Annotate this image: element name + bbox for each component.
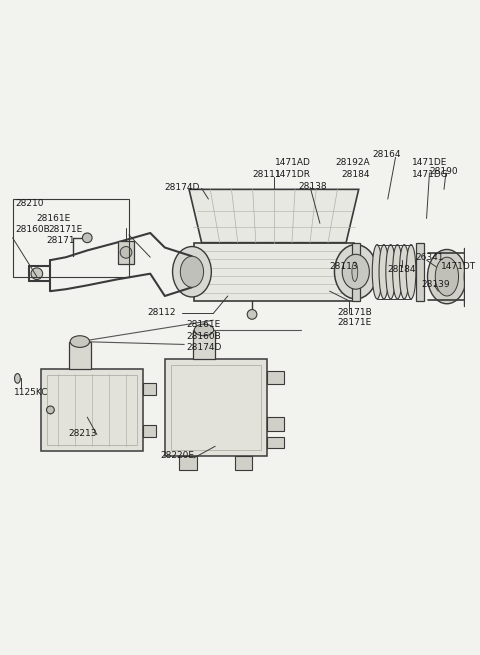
Text: 1471DG: 1471DG [412,170,449,179]
Ellipse shape [472,255,480,298]
Bar [143,383,156,395]
Text: 28190: 28190 [430,167,458,176]
Text: 28113: 28113 [330,262,358,271]
Bar [266,417,284,431]
Ellipse shape [399,244,409,299]
Ellipse shape [464,248,480,306]
Ellipse shape [31,268,43,280]
Ellipse shape [393,244,402,299]
Text: 28192A: 28192A [336,159,370,167]
Bar [416,242,424,301]
Text: 1125KC: 1125KC [13,388,48,397]
Text: 1471DR: 1471DR [276,170,312,179]
Bar [41,369,143,451]
Bar [170,365,261,450]
Text: 28171E: 28171E [48,225,83,234]
Bar [118,241,134,264]
Text: 28213: 28213 [68,429,96,438]
Ellipse shape [47,406,54,414]
Ellipse shape [474,220,480,232]
Text: 28161E: 28161E [37,214,71,223]
Bar [47,375,137,445]
Text: 1471AD: 1471AD [276,159,311,167]
Bar [180,456,197,470]
Bar [165,359,266,456]
Text: 26341: 26341 [415,253,444,263]
Ellipse shape [247,310,257,319]
Bar [474,226,480,248]
Text: 28164: 28164 [372,149,401,159]
Text: 28160B: 28160B [186,332,221,341]
Ellipse shape [172,246,211,297]
Ellipse shape [435,257,458,296]
Ellipse shape [335,244,377,299]
Text: 28171B: 28171B [337,308,372,316]
Bar [12,199,129,276]
Ellipse shape [14,373,20,383]
Text: 28138: 28138 [299,181,327,191]
Bar [266,371,284,384]
Bar [194,242,354,301]
Text: 28171E: 28171E [337,318,372,328]
Text: 28210: 28210 [15,199,44,208]
Text: 28160B: 28160B [15,225,50,234]
Text: 28171: 28171 [47,236,75,245]
Text: 1471DE: 1471DE [412,159,447,167]
Ellipse shape [83,233,92,242]
Text: 28174D: 28174D [165,183,200,191]
Ellipse shape [352,262,358,282]
Ellipse shape [379,244,389,299]
Text: 28174D: 28174D [186,343,221,352]
Bar [69,341,91,369]
Bar [143,425,156,437]
Ellipse shape [194,324,214,336]
Text: 28161E: 28161E [186,320,220,329]
Bar [193,330,215,359]
Text: 28112: 28112 [147,308,176,316]
Text: 28184: 28184 [388,265,416,274]
Text: 28220E: 28220E [160,451,194,460]
Ellipse shape [406,244,416,299]
Ellipse shape [180,256,204,288]
Bar [464,248,480,306]
Text: 28111: 28111 [252,170,281,179]
Text: 28139: 28139 [422,280,450,288]
Bar [352,242,360,301]
Ellipse shape [372,244,382,299]
Text: 28184: 28184 [341,170,370,179]
Ellipse shape [428,250,466,304]
Ellipse shape [342,254,369,290]
Polygon shape [189,189,359,242]
Bar [235,456,252,470]
Text: 1471DT: 1471DT [441,262,476,271]
Ellipse shape [120,246,132,258]
Ellipse shape [70,336,90,347]
Ellipse shape [386,244,396,299]
Bar [266,437,284,448]
